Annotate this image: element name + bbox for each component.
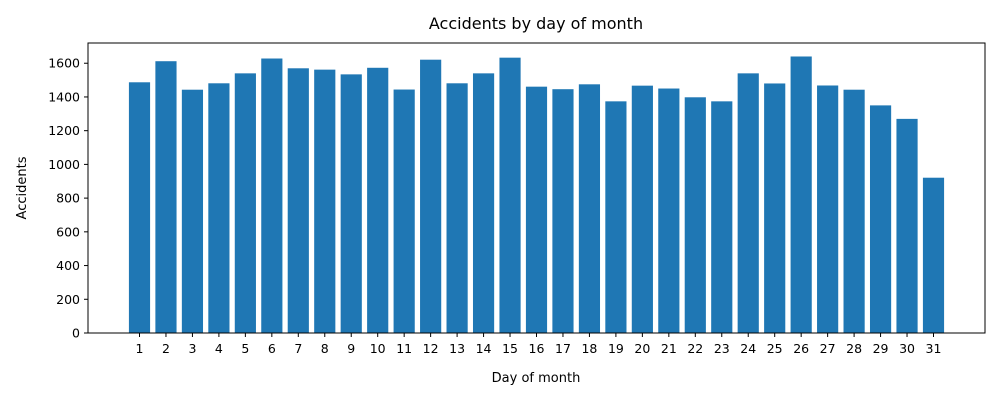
y-axis: 0 200 400 600 800 1000 1200 1400 1600 (48, 56, 88, 341)
x-tick-label: 8 (321, 341, 329, 356)
x-tick-label: 11 (396, 341, 412, 356)
x-tick-label: 7 (294, 341, 302, 356)
bar-day-19 (605, 101, 627, 333)
bar-day-21 (658, 88, 680, 333)
bar-day-27 (817, 85, 839, 333)
bar-day-9 (340, 74, 362, 333)
x-tick-label: 23 (714, 341, 730, 356)
bar-day-3 (181, 89, 204, 333)
x-tick-label: 26 (793, 341, 809, 356)
bar-day-30 (896, 118, 918, 333)
bar-day-22 (684, 97, 706, 333)
x-tick-label: 16 (529, 341, 545, 356)
x-tick-label: 13 (449, 341, 465, 356)
y-tick-label: 0 (72, 326, 80, 341)
y-tick-label: 800 (56, 191, 80, 206)
bar-day-28 (843, 89, 865, 333)
x-tick-label: 1 (136, 341, 144, 356)
bar-day-17 (552, 89, 574, 333)
x-tick-label: 19 (608, 341, 624, 356)
bar-day-16 (525, 86, 548, 333)
bar-day-1 (128, 82, 151, 333)
x-tick-label: 31 (926, 341, 942, 356)
bar-day-20 (631, 85, 653, 333)
x-tick-label: 9 (347, 341, 355, 356)
x-tick-label: 14 (476, 341, 492, 356)
bar-day-4 (208, 83, 230, 333)
bar-day-10 (367, 67, 389, 333)
bar-day-12 (420, 59, 442, 333)
y-tick-label: 1400 (48, 89, 80, 104)
x-tick-label: 17 (555, 341, 571, 356)
x-tick-label: 18 (581, 341, 597, 356)
bar-day-29 (869, 105, 892, 333)
bar-day-2 (155, 61, 177, 334)
x-tick-label: 5 (241, 341, 249, 356)
bars-group (128, 56, 945, 334)
bar-day-14 (472, 73, 495, 333)
x-axis-label: Day of month (492, 371, 581, 386)
x-tick-label: 25 (767, 341, 783, 356)
bar-day-7 (287, 68, 309, 333)
y-tick-label: 600 (56, 224, 80, 239)
bar-day-24 (737, 73, 759, 333)
bar-day-5 (234, 73, 256, 333)
bar-day-25 (764, 83, 786, 333)
x-tick-label: 24 (740, 341, 756, 356)
x-tick-label: 15 (502, 341, 518, 356)
x-tick-label: 27 (820, 341, 836, 356)
x-tick-label: 29 (873, 341, 889, 356)
chart-title: Accidents by day of month (429, 14, 643, 33)
bar-day-31 (922, 177, 945, 333)
x-tick-label: 4 (215, 341, 223, 356)
bar-day-6 (261, 58, 283, 333)
y-axis-label: Accidents (15, 156, 30, 219)
bar-day-15 (499, 57, 521, 333)
bar-day-26 (790, 56, 812, 333)
x-tick-label: 28 (846, 341, 862, 356)
y-tick-label: 1600 (48, 56, 80, 71)
y-tick-label: 400 (56, 258, 80, 273)
x-tick-label: 12 (423, 341, 439, 356)
bar-day-23 (711, 101, 733, 333)
x-tick-label: 3 (188, 341, 196, 356)
x-tick-label: 21 (661, 341, 677, 356)
x-tick-label: 30 (899, 341, 915, 356)
x-tick-label: 20 (634, 341, 650, 356)
y-tick-label: 200 (56, 292, 80, 307)
x-tick-label: 22 (687, 341, 703, 356)
x-axis: 1 2 3 4 5 6 7 8 9 10 11 12 13 14 15 16 17 18 19 20 21 22 23 24 2… (136, 333, 942, 356)
x-tick-label: 6 (268, 341, 276, 356)
bar-day-18 (578, 84, 601, 333)
bar-day-8 (314, 69, 336, 334)
bar-day-13 (446, 83, 468, 333)
bar-day-11 (393, 89, 415, 333)
x-tick-label: 2 (162, 341, 170, 356)
y-tick-label: 1200 (48, 123, 80, 138)
y-tick-label: 1000 (48, 157, 80, 172)
x-tick-label: 10 (370, 341, 386, 356)
